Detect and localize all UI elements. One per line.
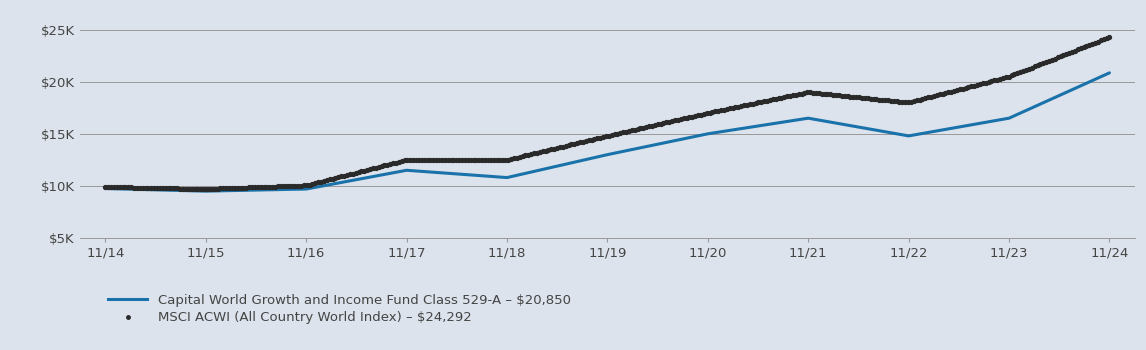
Capital World Growth and Income Fund Class 529-A – $20,850	[902, 134, 916, 138]
MSCI ACWI (All Country World Index) – $24,292	[694, 112, 708, 117]
Capital World Growth and Income Fund Class 529-A – $20,850	[601, 153, 614, 157]
Line: Capital World Growth and Income Fund Class 529-A – $20,850: Capital World Growth and Income Fund Cla…	[105, 73, 1109, 191]
Legend: Capital World Growth and Income Fund Class 529-A – $20,850, MSCI ACWI (All Count: Capital World Growth and Income Fund Cla…	[108, 294, 571, 324]
MSCI ACWI (All Country World Index) – $24,292	[1102, 35, 1116, 39]
Capital World Growth and Income Fund Class 529-A – $20,850	[1002, 116, 1015, 120]
MSCI ACWI (All Country World Index) – $24,292	[369, 166, 383, 170]
MSCI ACWI (All Country World Index) – $24,292	[199, 187, 213, 191]
MSCI ACWI (All Country World Index) – $24,292	[1091, 40, 1105, 44]
Capital World Growth and Income Fund Class 529-A – $20,850	[701, 132, 715, 136]
MSCI ACWI (All Country World Index) – $24,292	[1062, 51, 1076, 55]
MSCI ACWI (All Country World Index) – $24,292	[636, 126, 650, 130]
MSCI ACWI (All Country World Index) – $24,292	[565, 142, 579, 147]
Capital World Growth and Income Fund Class 529-A – $20,850	[801, 116, 815, 120]
Capital World Growth and Income Fund Class 529-A – $20,850	[1102, 71, 1116, 75]
MSCI ACWI (All Country World Index) – $24,292	[99, 185, 112, 189]
Capital World Growth and Income Fund Class 529-A – $20,850	[99, 187, 112, 191]
Capital World Growth and Income Fund Class 529-A – $20,850	[400, 168, 414, 173]
Line: MSCI ACWI (All Country World Index) – $24,292: MSCI ACWI (All Country World Index) – $2…	[103, 35, 1112, 191]
Capital World Growth and Income Fund Class 529-A – $20,850	[500, 175, 513, 180]
Capital World Growth and Income Fund Class 529-A – $20,850	[199, 189, 213, 193]
Capital World Growth and Income Fund Class 529-A – $20,850	[299, 187, 313, 191]
